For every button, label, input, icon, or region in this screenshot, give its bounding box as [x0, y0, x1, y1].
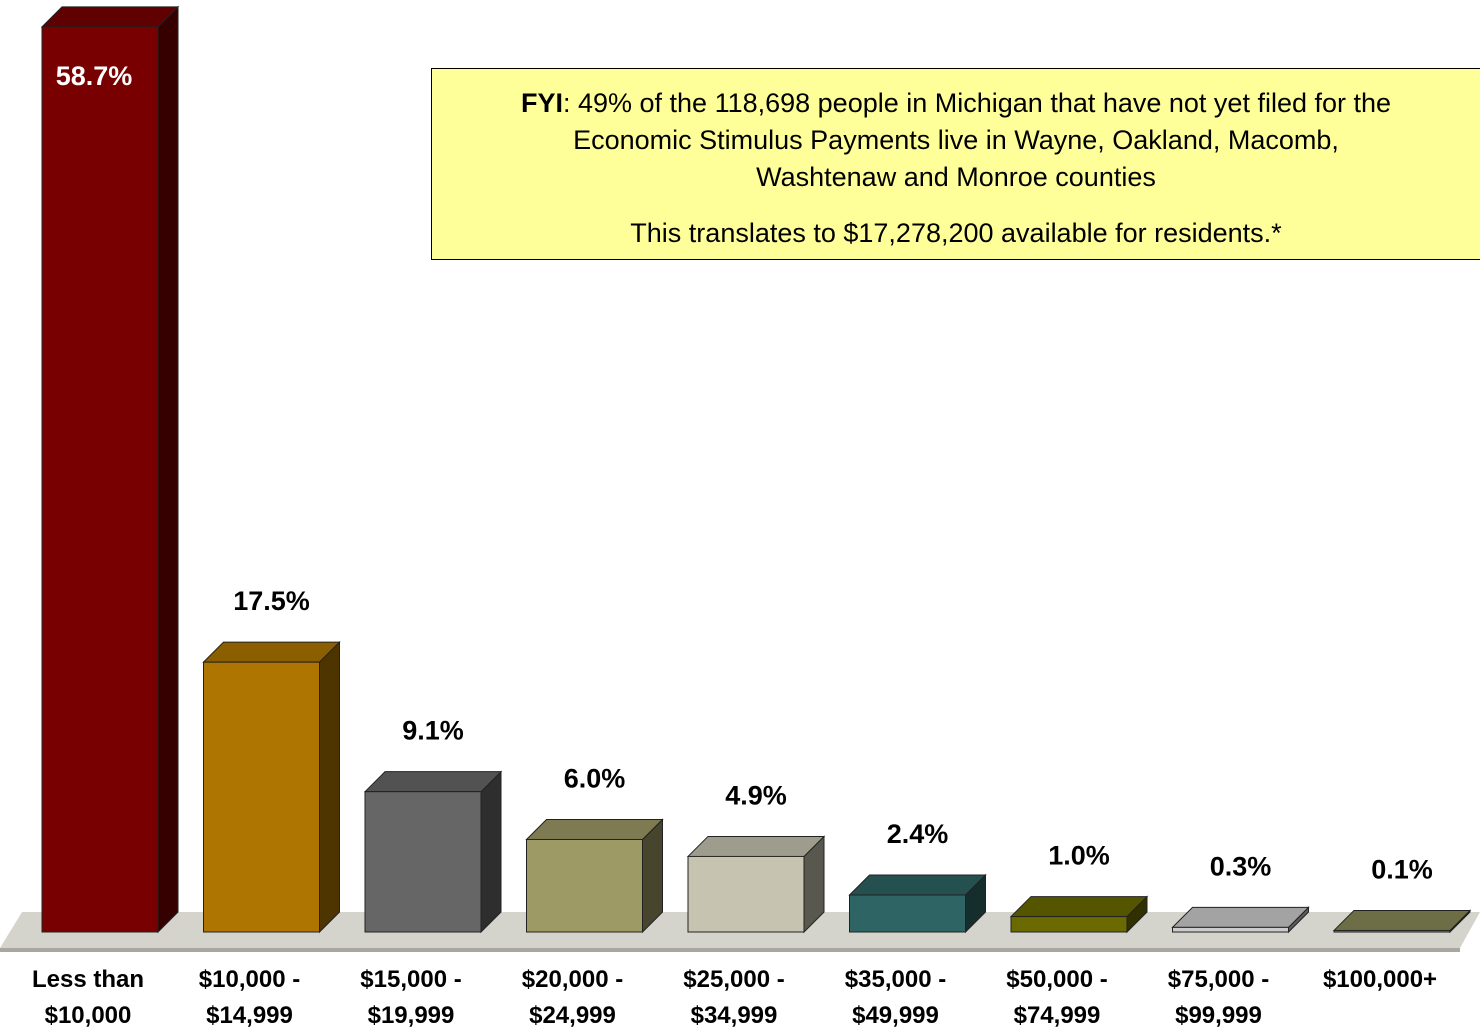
bar-top — [1332, 909, 1472, 931]
value-label: 9.1% — [402, 716, 464, 746]
x-tick-label: $15,000 - $19,999 — [360, 966, 462, 1029]
bar — [1172, 926, 1289, 933]
value-label: 2.4% — [887, 819, 949, 849]
bar — [687, 855, 805, 933]
bar-top — [686, 835, 826, 857]
value-label: 17.5% — [233, 586, 310, 616]
bar-top — [363, 771, 503, 793]
value-label: 0.1% — [1371, 854, 1433, 884]
x-tick-label: $10,000 - $14,999 — [198, 966, 301, 1029]
floor-edge — [0, 948, 1460, 952]
x-tick-label: Less than $10,000 — [31, 966, 145, 1029]
bar — [364, 791, 482, 933]
value-label: 4.9% — [725, 780, 787, 810]
x-tick-label: $75,000 - $99,999 — [1167, 966, 1270, 1029]
x-tick-label: $100,000+ — [1322, 966, 1438, 993]
bar-side — [157, 5, 179, 934]
x-tick-label: $35,000 - $49,999 — [844, 966, 947, 1029]
value-label: 6.0% — [564, 763, 626, 793]
x-tick-label: $50,000 - $74,999 — [1006, 966, 1108, 1029]
value-label: 1.0% — [1048, 841, 1110, 871]
x-tick-label: $25,000 - $34,999 — [683, 966, 785, 1029]
annotation-line: FYI: 49% of the 118,698 people in Michig… — [432, 85, 1480, 122]
bar — [1333, 929, 1451, 933]
bar-top — [1009, 896, 1149, 918]
annotation-text: Washtenaw and Monroe counties — [756, 162, 1156, 192]
annotation-lead: FYI — [520, 88, 563, 118]
annotation-box: FYI: 49% of the 118,698 people in Michig… — [431, 68, 1480, 260]
bar-side — [480, 770, 502, 934]
annotation-text: Economic Stimulus Payments live in Wayne… — [573, 125, 1339, 155]
bar — [41, 26, 159, 933]
value-label: 0.3% — [1210, 851, 1272, 881]
annotation-note: This translates to $17,278,200 available… — [630, 218, 1282, 248]
value-label: 58.7% — [56, 61, 133, 91]
bar — [849, 894, 966, 933]
bar — [526, 838, 643, 933]
bar-top — [40, 6, 180, 28]
bar — [1010, 916, 1128, 933]
bar-top — [848, 874, 987, 896]
bar — [203, 661, 320, 933]
annotation-text: : 49% of the 118,698 people in Michigan … — [562, 88, 1392, 118]
bar-top — [202, 641, 341, 663]
x-tick-label: $20,000 - $24,999 — [521, 966, 624, 1029]
bar-top — [525, 818, 664, 840]
bar-side — [319, 640, 340, 934]
bar-top — [1171, 906, 1310, 928]
